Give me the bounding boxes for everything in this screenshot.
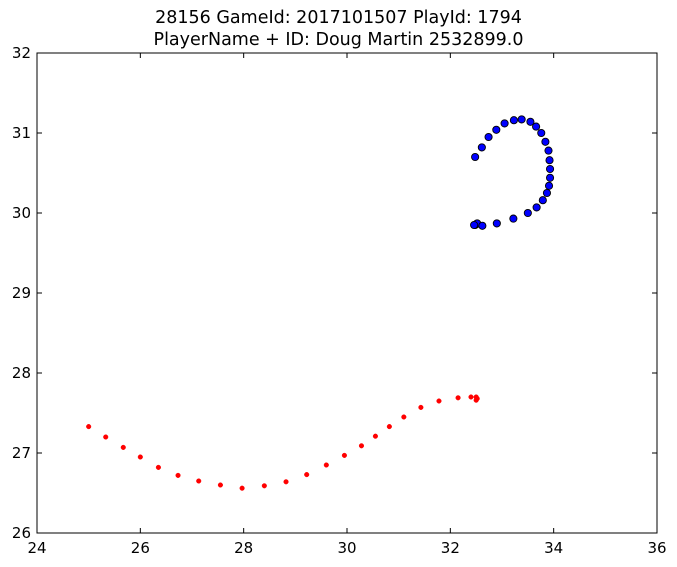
- data-point: [542, 188, 552, 198]
- data-point: [477, 143, 486, 152]
- data-point: [471, 152, 480, 162]
- data-point: [470, 220, 479, 230]
- data-point: [523, 208, 532, 218]
- data-point: [155, 464, 161, 470]
- data-point: [358, 443, 365, 449]
- data-point: [418, 404, 424, 410]
- data-point: [372, 433, 378, 439]
- data-point: [436, 398, 442, 404]
- data-point: [196, 478, 202, 484]
- data-point: [541, 137, 550, 146]
- data-point: [137, 454, 143, 460]
- x-tick-label: 36: [647, 539, 666, 557]
- data-point: [217, 482, 223, 488]
- data-point: [492, 219, 501, 228]
- data-point: [323, 462, 329, 468]
- series-1: [470, 115, 555, 230]
- y-tick-label: 29: [12, 284, 31, 302]
- data-point: [545, 156, 554, 165]
- data-point: [283, 479, 289, 485]
- data-point: [239, 485, 245, 491]
- data-point: [509, 214, 518, 223]
- x-tick-label: 26: [131, 539, 150, 557]
- y-tick-label: 32: [12, 44, 31, 62]
- y-tick-label: 30: [12, 204, 31, 222]
- x-tick-label: 34: [544, 539, 563, 557]
- data-point: [261, 483, 267, 489]
- data-point: [538, 196, 547, 205]
- data-point: [544, 181, 554, 190]
- data-point: [517, 115, 526, 124]
- data-point: [86, 424, 92, 430]
- data-point: [473, 397, 479, 403]
- data-point: [478, 221, 487, 230]
- data-series: [86, 115, 555, 491]
- data-point: [532, 122, 541, 131]
- chart-subtitle: PlayerName + ID: Doug Martin 2532899.0: [153, 30, 524, 50]
- chart-title: 28156 GameId: 2017101507 PlayId: 1794: [155, 8, 522, 28]
- x-tick-label: 28: [234, 539, 253, 557]
- data-point: [492, 125, 501, 134]
- x-tick-label: 32: [441, 539, 460, 557]
- data-point: [386, 424, 392, 430]
- y-tick-label: 27: [12, 444, 31, 462]
- data-point: [546, 164, 555, 174]
- x-tick-label: 24: [27, 539, 46, 557]
- data-point: [546, 173, 555, 182]
- data-point: [455, 395, 461, 401]
- data-point: [401, 414, 407, 420]
- data-point: [509, 116, 518, 125]
- y-tick-label: 31: [12, 124, 31, 142]
- data-point: [304, 472, 310, 478]
- data-point: [341, 452, 347, 458]
- series-2: [86, 394, 480, 491]
- data-point: [120, 444, 126, 450]
- y-tick-label: 26: [12, 524, 31, 542]
- axis-ticks: [36, 52, 658, 534]
- x-tick-label: 30: [337, 539, 356, 557]
- y-tick-label: 28: [12, 364, 31, 382]
- data-point: [103, 434, 109, 440]
- data-point: [544, 146, 553, 155]
- data-point: [526, 117, 535, 126]
- data-point: [484, 132, 493, 142]
- data-point: [175, 472, 181, 478]
- data-point: [532, 203, 541, 212]
- data-point: [500, 119, 509, 128]
- data-point: [537, 128, 546, 138]
- plot-area: [36, 52, 658, 534]
- data-point: [468, 394, 474, 400]
